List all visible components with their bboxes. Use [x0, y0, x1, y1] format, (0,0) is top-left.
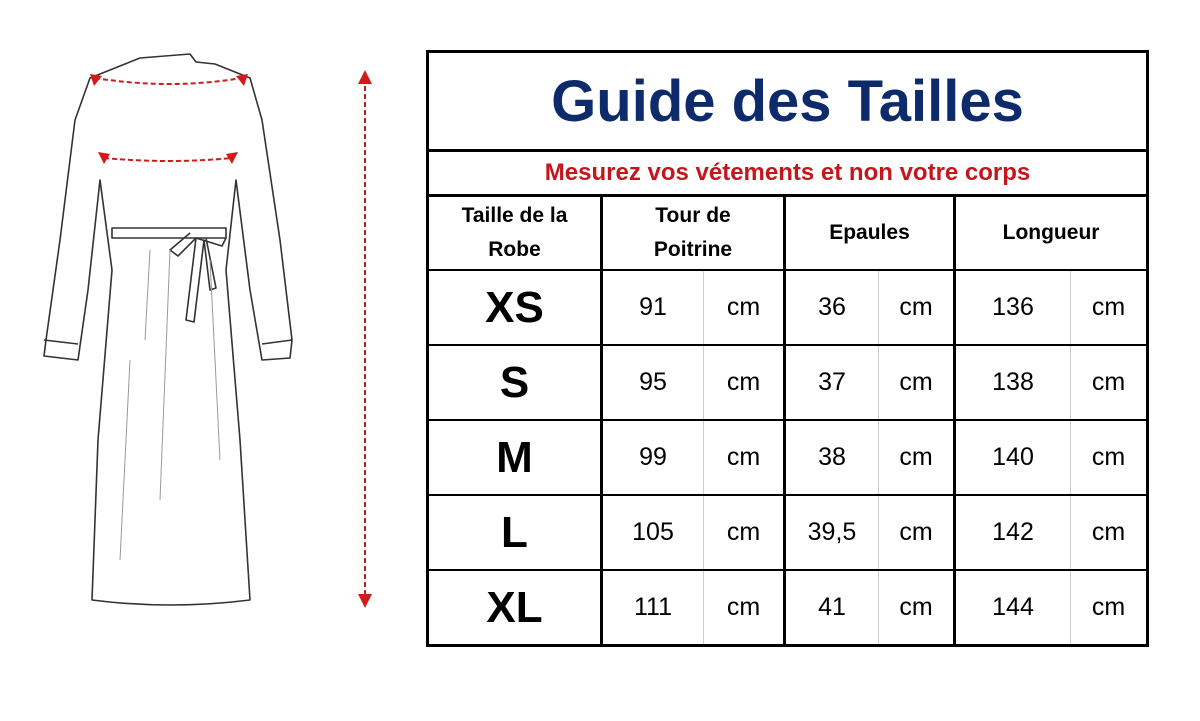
table-row: XS 91 cm 36 cm 136 cm — [427, 269, 1149, 346]
chest-value: 111 — [601, 569, 704, 647]
size-cell: XL — [427, 569, 603, 647]
unit-label: cm — [703, 344, 786, 421]
unit-label: cm — [878, 494, 956, 571]
unit-label: cm — [878, 269, 956, 346]
sleeve-cuff-right — [261, 339, 293, 345]
unit-label: cm — [703, 269, 786, 346]
unit-label: cm — [1069, 344, 1149, 421]
chest-value: 91 — [601, 269, 704, 346]
unit-label: cm — [878, 419, 956, 496]
length-value: 138 — [954, 344, 1071, 421]
chest-measure-line — [103, 157, 233, 162]
length-value: 140 — [954, 419, 1071, 496]
size-cell: M — [427, 419, 603, 496]
size-cell: S — [427, 344, 603, 421]
length-value: 142 — [954, 494, 1071, 571]
shoulders-value: 38 — [784, 419, 879, 496]
length-value: 136 — [954, 269, 1071, 346]
chest-value: 95 — [601, 344, 704, 421]
unit-label: cm — [1069, 494, 1149, 571]
header-shoulders: Epaules — [784, 195, 956, 271]
unit-label: cm — [1069, 419, 1149, 496]
page-title: Guide des Tailles — [426, 51, 1149, 152]
unit-label: cm — [1069, 569, 1149, 647]
shoulder-measure-line — [94, 77, 243, 85]
chest-value: 105 — [601, 494, 704, 571]
subtitle: Mesurez vos vétements et non votre corps — [426, 150, 1149, 197]
dress-folds — [119, 249, 221, 561]
size-cell: L — [427, 494, 603, 571]
belt — [111, 227, 227, 239]
sleeve-cuff-left — [43, 339, 79, 345]
unit-label: cm — [878, 569, 956, 647]
arrow-icon — [90, 74, 102, 86]
unit-label: cm — [703, 569, 786, 647]
size-cell: XS — [427, 269, 603, 346]
unit-label: cm — [1069, 269, 1149, 346]
dress-illustration — [43, 53, 372, 608]
belt-tie — [169, 232, 227, 323]
chest-value: 99 — [601, 419, 704, 496]
shoulders-value: 37 — [784, 344, 879, 421]
shoulders-value: 36 — [784, 269, 879, 346]
arrow-icon — [236, 74, 248, 86]
unit-label: cm — [703, 419, 786, 496]
header-length: Longueur — [953, 195, 1149, 271]
shoulders-value: 41 — [784, 569, 879, 647]
unit-label: cm — [878, 344, 956, 421]
size-guide-table: Guide des Tailles Mesurez vos vétements … — [426, 50, 1150, 647]
header-chest: Tour de Poitrine — [601, 195, 786, 271]
arrow-up-icon — [358, 70, 372, 84]
header-size: Taille de la Robe — [427, 195, 603, 271]
table-row: XL 111 cm 41 cm 144 cm — [427, 569, 1149, 647]
table-row: L 105 cm 39,5 cm 142 cm — [427, 494, 1149, 571]
arrow-down-icon — [358, 594, 372, 608]
dress-outline — [43, 53, 293, 606]
arrow-icon — [226, 152, 238, 164]
shoulders-value: 39,5 — [784, 494, 879, 571]
unit-label: cm — [703, 494, 786, 571]
arrow-icon — [98, 152, 110, 164]
table-row: S 95 cm 37 cm 138 cm — [427, 344, 1149, 421]
table-row: M 99 cm 38 cm 140 cm — [427, 419, 1149, 496]
length-value: 144 — [954, 569, 1071, 647]
